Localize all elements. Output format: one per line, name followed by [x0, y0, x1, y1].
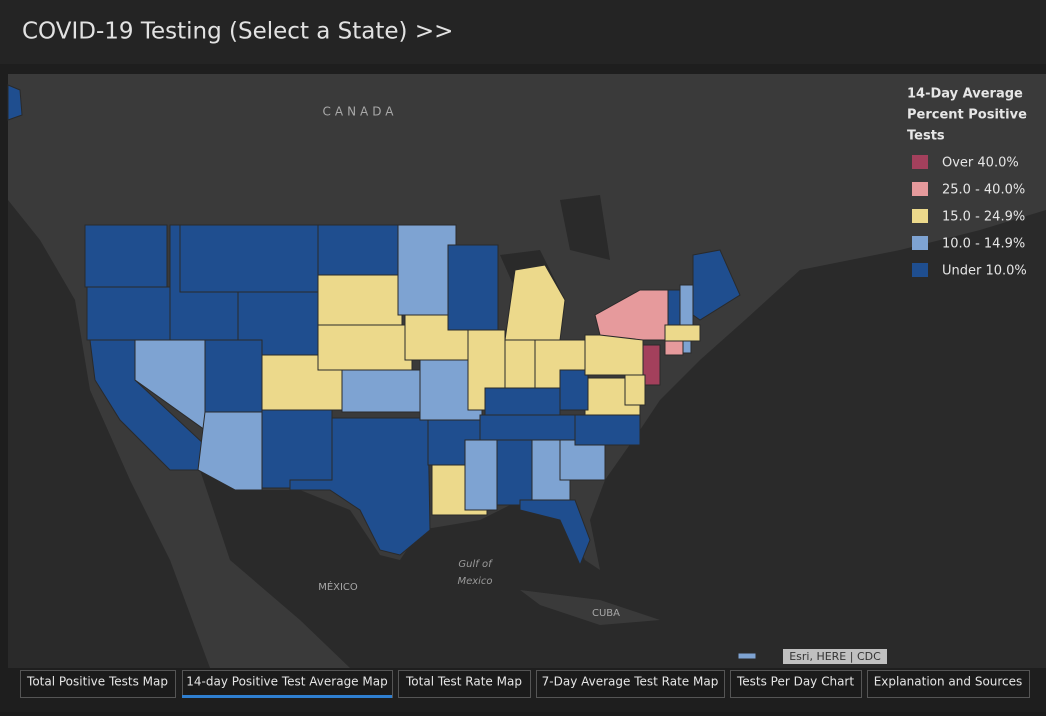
tab[interactable] [730, 670, 862, 698]
legend-title: 14-Day Average [907, 87, 1023, 102]
cuba-land [520, 590, 660, 625]
legend-swatch [912, 236, 928, 250]
legend-label: Over 40.0% [942, 156, 1019, 171]
attribution[interactable]: Esri, HERE | CDC [789, 650, 881, 663]
tab-label[interactable]: 14-day Positive Test Average Map [186, 675, 387, 689]
state[interactable] [559, 369, 589, 411]
map: CANADA MÉXICO Gulf of Mexico CUBA Esri, … [7, 74, 1046, 668]
legend-title: Percent Positive [907, 108, 1027, 123]
tab[interactable] [398, 670, 531, 698]
state[interactable] [464, 439, 498, 511]
legend-swatch [912, 263, 928, 277]
tab-label[interactable]: Explanation and Sources [874, 675, 1023, 689]
map-label: Gulf of [458, 559, 493, 570]
state[interactable] [692, 249, 741, 321]
state[interactable] [679, 284, 694, 326]
state[interactable] [559, 439, 606, 481]
legend-label: 25.0 - 40.0% [942, 183, 1025, 198]
legend-swatch [912, 209, 928, 223]
state[interactable] [642, 344, 661, 386]
state[interactable] [7, 84, 23, 121]
legend-label: 10.0 - 14.9% [942, 237, 1025, 252]
state[interactable] [584, 334, 644, 376]
state[interactable] [484, 387, 561, 416]
state[interactable] [197, 411, 263, 491]
state[interactable] [447, 244, 499, 331]
legend-title: Tests [907, 129, 945, 144]
state[interactable] [397, 224, 457, 316]
state[interactable] [667, 289, 681, 326]
header [0, 0, 1046, 64]
state[interactable] [237, 291, 319, 356]
state[interactable] [496, 439, 533, 506]
legend: 14-Day Average Percent Positive Tests Over … [907, 87, 1027, 279]
state[interactable] [179, 224, 319, 293]
state[interactable] [317, 274, 403, 326]
state[interactable] [624, 374, 646, 406]
state[interactable] [682, 340, 692, 354]
state[interactable] [317, 324, 413, 371]
state[interactable] [204, 339, 263, 413]
map-label: CANADA [322, 105, 397, 119]
legend-label: 15.0 - 24.9% [942, 210, 1025, 225]
tabs: Total Positive Tests Map 14-day Positive … [20, 670, 1030, 698]
states [7, 84, 757, 660]
legend-swatch [912, 155, 928, 169]
tab-label[interactable]: Tests Per Day Chart [736, 675, 854, 689]
state[interactable] [664, 324, 701, 342]
state[interactable] [84, 224, 168, 288]
tab-label[interactable]: Total Positive Tests Map [26, 675, 168, 689]
state[interactable] [289, 417, 431, 556]
state[interactable] [504, 264, 566, 341]
tab-label[interactable]: 7-Day Average Test Rate Map [542, 675, 719, 689]
header-title[interactable]: COVID-19 Testing (Select a State) >> [22, 19, 453, 45]
tab[interactable] [867, 670, 1030, 698]
attribution-bg [783, 649, 887, 664]
map-label: Mexico [457, 576, 492, 587]
legend-swatch [912, 182, 928, 196]
map-label: MÉXICO [318, 580, 358, 593]
tab-active-indicator [182, 695, 392, 698]
state[interactable] [574, 414, 641, 446]
legend-label: Under 10.0% [942, 264, 1027, 279]
state[interactable] [519, 499, 591, 567]
tab-label[interactable]: Total Test Rate Map [405, 675, 522, 689]
state[interactable] [261, 409, 333, 489]
state[interactable] [317, 224, 399, 276]
state[interactable] [664, 340, 684, 356]
state[interactable] [341, 369, 426, 413]
tab[interactable] [536, 670, 725, 698]
state[interactable] [737, 652, 757, 660]
tab[interactable] [20, 670, 176, 698]
map-label: CUBA [592, 608, 620, 619]
state[interactable] [479, 414, 591, 441]
state[interactable] [86, 286, 171, 341]
